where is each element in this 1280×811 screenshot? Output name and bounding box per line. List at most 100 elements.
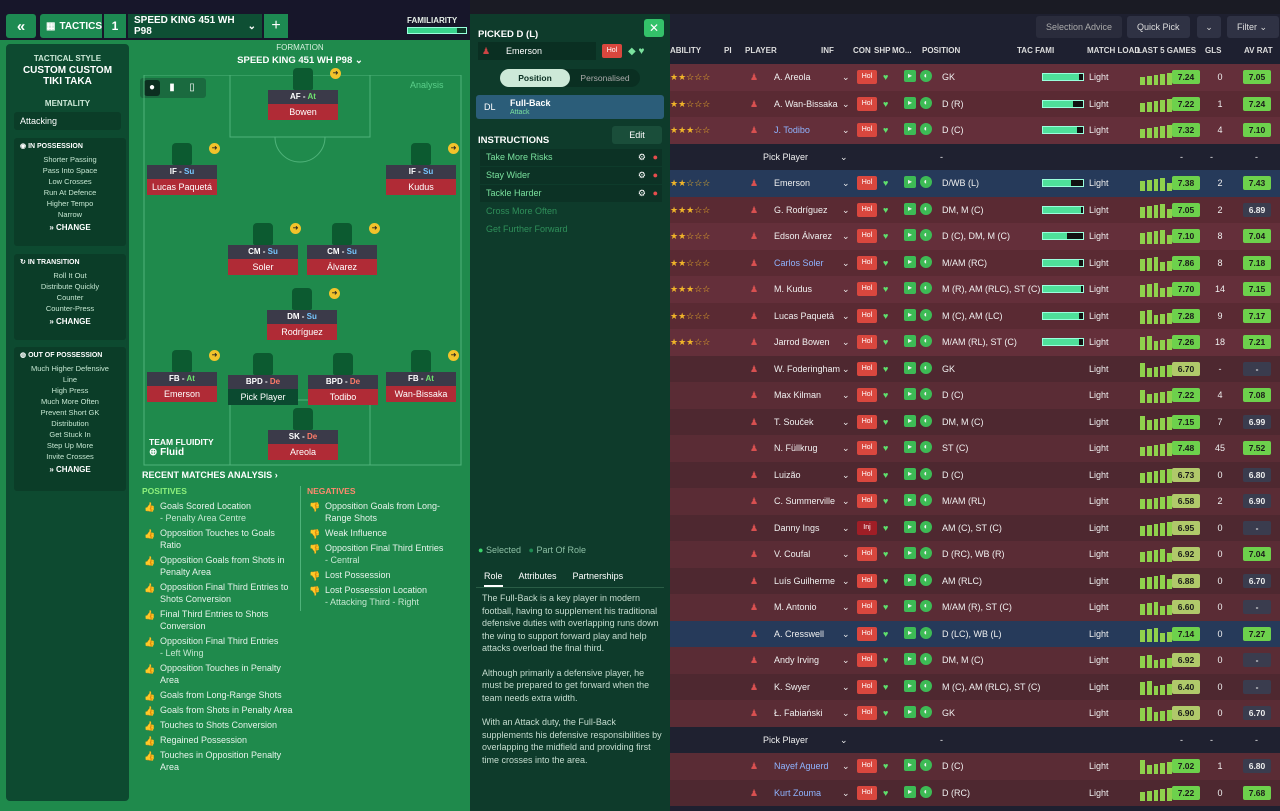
quick-pick-button[interactable]: Quick Pick — [1127, 16, 1190, 38]
player-name[interactable]: Jarrod Bowen — [774, 337, 830, 347]
pitch-player[interactable]: BPD - De Todibo — [308, 353, 378, 405]
table-row[interactable]: ♟ C. Summerville ⌄ Hol ♥ ▸ ◐ M/AM (RL) Light 6.58… — [670, 488, 1280, 515]
position-tab[interactable]: Position — [500, 69, 570, 87]
table-row[interactable]: ★★☆☆☆ ♟ A. Wan-Bissaka ⌄ Hol ♥ ▸ ◐ D (R) Light 7.2… — [670, 90, 1280, 117]
out-of-possession-change-button[interactable]: » CHANGE — [49, 465, 91, 474]
table-row[interactable]: Pick Player ⌄ - - - - — [670, 726, 1280, 753]
tactic-slot-number[interactable]: 1 — [104, 14, 126, 38]
selection-advice-button[interactable]: Selection Advice — [1036, 16, 1123, 38]
player-name[interactable]: C. Summerville — [774, 496, 836, 506]
analysis-button[interactable]: Analysis — [410, 80, 444, 90]
column-header[interactable]: TAC FAMI — [1017, 46, 1055, 55]
table-row[interactable]: ★★★☆☆ ♟ G. Rodríguez ⌄ Hol ♥ ▸ ◐ DM, M (C) Light 7… — [670, 196, 1280, 223]
player-name[interactable]: Edson Álvarez — [774, 231, 833, 241]
bar-chart-icon[interactable]: ▮ — [169, 82, 175, 93]
table-row[interactable]: ♟ W. Foderingham ⌄ Hol ♥ ▸ ◐ GK Light 6.70 - - — [670, 355, 1280, 382]
pick-player-select[interactable]: Pick Player — [763, 734, 809, 745]
player-name[interactable]: V. Coufal — [774, 549, 811, 559]
pitch-player[interactable]: IF - Su Kudus — [386, 143, 456, 195]
in-possession-box[interactable]: ◉ IN POSSESSION Shorter Passing Pass Into… — [14, 138, 126, 246]
player-name[interactable]: Carlos Soler — [774, 257, 824, 268]
gear-icon[interactable]: ⚙ — [637, 152, 646, 162]
table-row[interactable]: ♟ Luizão ⌄ Hol ♥ ▸ ◐ D (C) Light 6.73 0 6.80 — [670, 461, 1280, 488]
column-header[interactable]: MATCH LOAD — [1087, 46, 1141, 55]
table-row[interactable]: ★★★☆☆ ♟ J. Todibo ⌄ Hol ♥ ▸ ◐ D (C) Light 7.32 4 7.1… — [670, 117, 1280, 144]
table-row[interactable]: ♟ Kurt Zouma ⌄ Hol ♥ ▸ ◐ D (RC) Light 7.22 0 7.68 — [670, 779, 1280, 806]
tactical-style-name-2[interactable]: TIKI TAKA — [43, 76, 92, 87]
table-row[interactable]: ★★★☆☆ ♟ M. Kudus ⌄ Hol ♥ ▸ ◐ M (R), AM (RLC), ST… — [670, 276, 1280, 303]
instruction-item[interactable]: Tackle Harder ⚙ ● — [480, 185, 662, 202]
player-view-icon[interactable]: ● — [144, 80, 160, 96]
pitch-player[interactable]: SK - De Areola — [268, 408, 338, 460]
player-name[interactable]: Nayef Aguerd — [774, 761, 829, 771]
tactic-select[interactable]: SPEED KING 451 WH P98 ⌄ — [128, 14, 262, 38]
table-row[interactable]: ♟ Nayef Aguerd ⌄ Hol ♥ ▸ ◐ D (C) Light 7.02 1 6.80 — [670, 753, 1280, 780]
column-header[interactable]: GLS — [1205, 46, 1222, 55]
player-name[interactable]: Luís Guilherme — [774, 575, 836, 586]
table-row[interactable]: ♟ A. Cresswell ⌄ Hol ♥ ▸ ◐ D (LC), WB (L) Light 7… — [670, 620, 1280, 647]
player-name[interactable]: Luizão — [774, 469, 801, 480]
player-name[interactable]: M. Kudus — [774, 284, 813, 294]
tactical-style-name-1[interactable]: CUSTOM CUSTOM — [22, 65, 113, 76]
pitch-player[interactable]: CM - Su Álvarez — [307, 223, 377, 275]
table-row[interactable]: ★★☆☆☆ ♟ Carlos Soler ⌄ Hol ♥ ▸ ◐ M/AM (RC) Light 7… — [670, 249, 1280, 276]
player-name[interactable]: A. Cresswell — [774, 628, 825, 639]
table-row[interactable]: Pick Player ⌄ - - - - — [670, 143, 1280, 170]
edit-button[interactable]: Edit — [612, 126, 662, 144]
mentality-select[interactable]: Attacking — [14, 112, 121, 130]
player-name[interactable]: Emerson — [774, 178, 811, 188]
pitch-player[interactable]: IF - Su Lucas Paquetá — [147, 143, 217, 195]
player-name[interactable]: A. Areola — [774, 72, 811, 82]
table-row[interactable]: ★★☆☆☆ ♟ A. Areola ⌄ Hol ♥ ▸ ◐ GK Light 7.24 0 7.05 — [670, 64, 1280, 91]
instruction-item[interactable]: Get Further Forward — [480, 221, 662, 238]
player-name[interactable]: W. Foderingham — [774, 363, 841, 374]
table-row[interactable]: ♟ T. Souček ⌄ Hol ♥ ▸ ◐ DM, M (C) Light 7.15 7 6.99 — [670, 408, 1280, 435]
player-name[interactable]: A. Wan-Bissaka — [774, 98, 838, 109]
remove-icon[interactable]: ● — [652, 188, 658, 198]
table-row[interactable]: ♟ Andy Irving ⌄ Hol ♥ ▸ ◐ DM, M (C) Light 6.92 0 - — [670, 647, 1280, 674]
table-row[interactable]: ★★☆☆☆ ♟ Emerson ⌄ Hol ♥ ▸ ◐ D/WB (L) Light 7.38 2 7.… — [670, 170, 1280, 197]
player-name[interactable]: K. Swyer — [774, 681, 811, 692]
player-name[interactable]: G. Rodríguez — [774, 204, 828, 215]
remove-icon[interactable]: ● — [652, 170, 658, 180]
table-row[interactable]: ♟ Ł. Fabiański ⌄ Hol ♥ ▸ ◐ GK Light 6.90 0 6.70 — [670, 700, 1280, 727]
table-row[interactable]: ★★☆☆☆ ♟ Edson Álvarez ⌄ Hol ♥ ▸ ◐ D (C), DM, M (… — [670, 223, 1280, 250]
gear-icon[interactable]: ⚙ — [637, 188, 646, 198]
column-header[interactable]: MO... — [892, 46, 912, 55]
pitch-player[interactable]: DM - Su Rodríguez — [267, 288, 337, 340]
player-name[interactable]: T. Souček — [774, 416, 814, 427]
in-transition-box[interactable]: ↻ IN TRANSITION Roll It Out Distribute Qu… — [14, 254, 126, 340]
column-header[interactable]: AV RAT — [1244, 46, 1273, 55]
recent-matches-analysis-link[interactable]: RECENT MATCHES ANALYSIS › — [142, 470, 278, 480]
filter-button[interactable]: Filter ⌄ — [1227, 16, 1279, 38]
pitch-view-icon[interactable]: ▯ — [189, 82, 195, 93]
gear-icon[interactable]: ⚙ — [637, 170, 646, 180]
role-tab[interactable]: Role — [484, 564, 503, 587]
add-tactic-button[interactable]: + — [264, 14, 288, 38]
picked-player-select[interactable]: ♟ Emerson — [478, 42, 596, 60]
column-header[interactable]: ABILITY — [670, 46, 702, 55]
out-of-possession-box[interactable]: ◍ OUT OF POSSESSION Much Higher Defensiv… — [14, 347, 126, 491]
quick-pick-dropdown[interactable]: ⌄ — [1197, 16, 1221, 38]
player-name[interactable]: Andy Irving — [774, 655, 820, 665]
column-header[interactable]: INF — [821, 46, 834, 55]
player-name[interactable]: Kurt Zouma — [774, 787, 822, 798]
table-row[interactable]: ♟ V. Coufal ⌄ Hol ♥ ▸ ◐ D (RC), WB (R) Light 6.92… — [670, 541, 1280, 568]
instruction-item[interactable]: Cross More Often — [480, 203, 662, 220]
table-row[interactable]: ★★★☆☆ ♟ Jarrod Bowen ⌄ Hol ♥ ▸ ◐ M/AM (RL), ST (… — [670, 329, 1280, 356]
table-row[interactable]: ♟ N. Füllkrug ⌄ Hol ♥ ▸ ◐ ST (C) Light 7.48 45 7.52 — [670, 435, 1280, 462]
pitch-player[interactable]: CM - Su Soler — [228, 223, 298, 275]
column-header[interactable]: CON — [853, 46, 871, 55]
table-row[interactable]: ♟ K. Swyer ⌄ Hol ♥ ▸ ◐ M (C), AM (RLC), ST (C) L… — [670, 673, 1280, 700]
tactics-tab[interactable]: ▦ TACTICS — [40, 14, 102, 38]
pitch-player[interactable]: AF - At Bowen — [268, 68, 338, 120]
player-name[interactable]: Danny Ings — [774, 522, 820, 533]
back-button[interactable]: « — [6, 14, 36, 38]
instruction-item[interactable]: Take More Risks ⚙ ● — [480, 149, 662, 166]
player-name[interactable]: M. Antonio — [774, 602, 817, 612]
column-header[interactable]: LAST 5 GAMES — [1137, 46, 1197, 55]
instruction-item[interactable]: Stay Wider ⚙ ● — [480, 167, 662, 184]
pitch-player[interactable]: FB - At Wan-Bissaka — [386, 350, 456, 402]
column-header[interactable]: POSITION — [922, 46, 961, 55]
player-name[interactable]: Max Kilman — [774, 390, 822, 400]
